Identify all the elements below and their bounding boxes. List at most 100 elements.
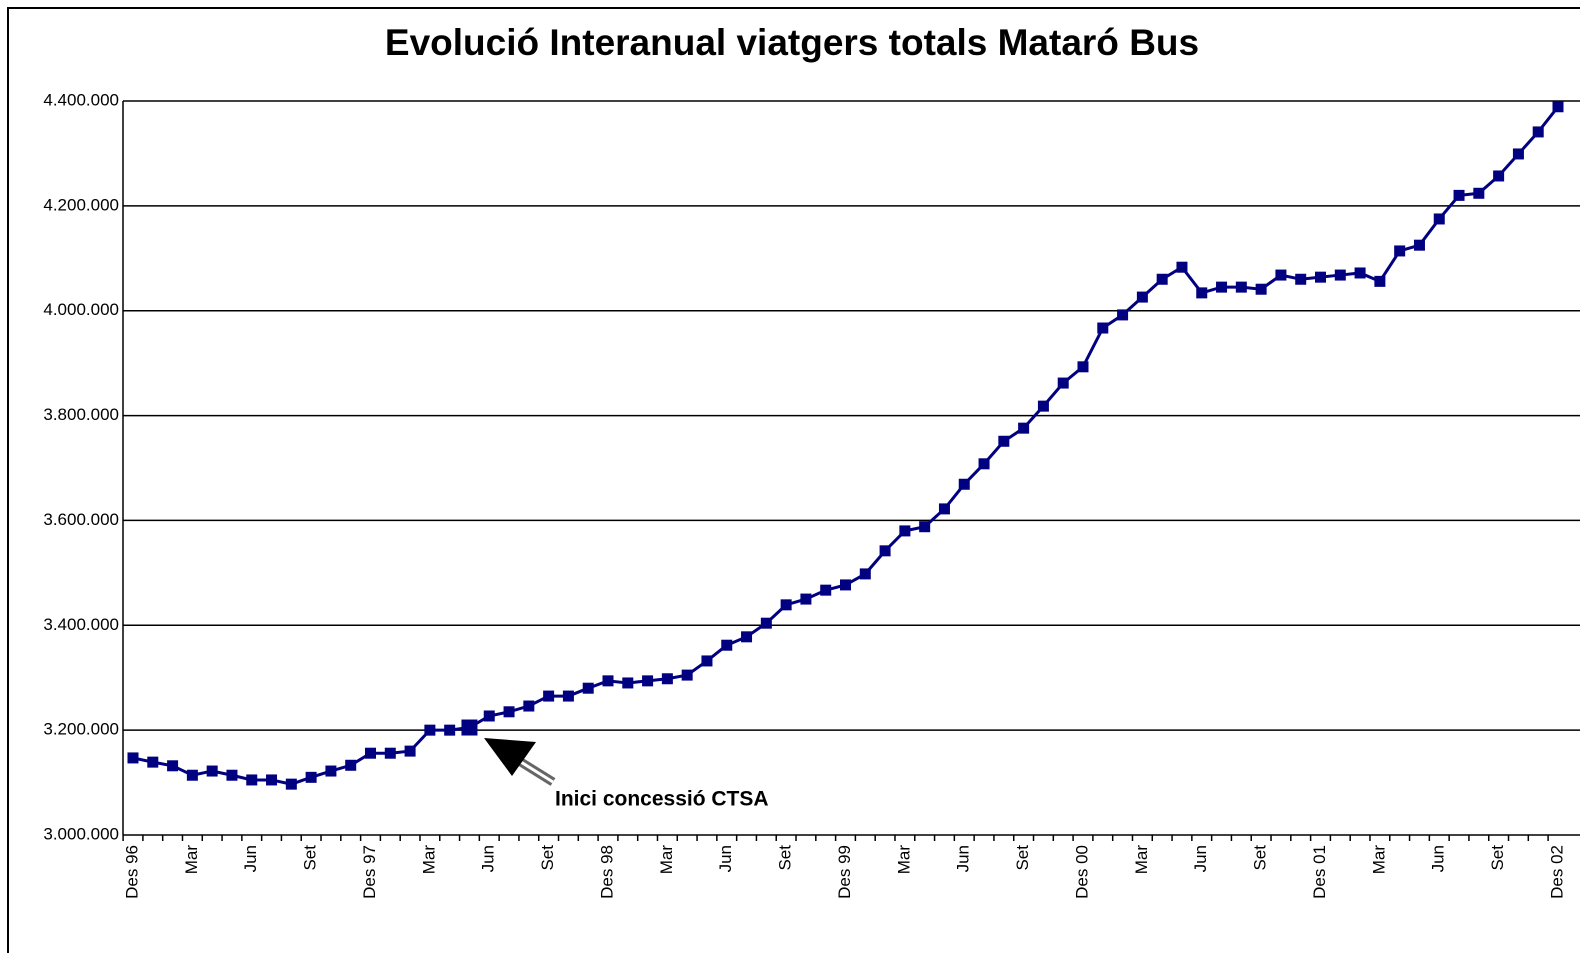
y-tick-label: 3.600.000 <box>43 510 119 529</box>
data-point <box>1374 275 1386 287</box>
x-tick-label: Set <box>776 845 795 871</box>
data-point <box>1077 361 1089 373</box>
x-tick-label: Des 97 <box>360 845 379 899</box>
data-point <box>1552 101 1564 113</box>
y-tick-label: 3.200.000 <box>43 720 119 739</box>
x-tick-label: Mar <box>1369 845 1388 875</box>
data-point <box>1473 187 1485 199</box>
data-point <box>859 568 871 580</box>
data-point <box>1315 271 1326 283</box>
data-point <box>404 745 416 757</box>
data-point <box>285 778 297 790</box>
x-tick-label: Des 01 <box>1310 845 1329 899</box>
data-point <box>1156 273 1168 285</box>
x-tick-label: Mar <box>1132 845 1151 875</box>
y-tick-label: 3.000.000 <box>43 824 119 843</box>
data-point <box>1037 400 1049 412</box>
data-point <box>1136 291 1148 303</box>
data-point <box>1453 189 1465 201</box>
data-point <box>998 435 1010 447</box>
data-point <box>1235 281 1247 293</box>
x-tick-label: Des 00 <box>1072 845 1091 899</box>
data-point <box>483 710 495 722</box>
data-point <box>602 675 614 687</box>
data-point <box>1275 269 1287 281</box>
data-point <box>899 525 911 537</box>
data-point <box>681 669 693 681</box>
x-tick-label: Mar <box>894 845 913 875</box>
y-tick-label: 4.400.000 <box>43 90 119 109</box>
data-point <box>1354 267 1366 279</box>
data-point <box>701 655 713 667</box>
data-point <box>879 545 891 557</box>
x-tick-label: Jun <box>479 845 498 872</box>
data-point <box>958 478 970 490</box>
data-point <box>582 682 594 694</box>
x-tick-label: Set <box>1488 845 1507 871</box>
data-point <box>444 724 456 736</box>
data-point <box>1295 273 1307 285</box>
x-tick-label: Jun <box>1191 845 1210 872</box>
data-point <box>1334 269 1346 281</box>
chart-frame <box>7 7 1580 953</box>
data-point <box>246 774 258 786</box>
data-point <box>1196 287 1208 299</box>
x-tick-label: Des 98 <box>597 845 616 899</box>
data-point <box>1394 245 1406 257</box>
data-point <box>266 774 278 786</box>
x-tick-label: Set <box>538 845 557 871</box>
x-tick-label: Jun <box>954 845 973 872</box>
data-point <box>1018 422 1030 434</box>
data-point <box>1532 126 1544 138</box>
data-point <box>978 458 990 470</box>
data-point <box>938 503 950 515</box>
y-tick-label: 3.400.000 <box>43 615 119 634</box>
data-point <box>760 617 772 629</box>
data-point <box>1117 309 1129 321</box>
data-point <box>820 584 832 596</box>
x-tick-label: Jun <box>241 845 260 872</box>
x-tick-label: Des 96 <box>122 845 141 899</box>
data-point <box>1097 322 1109 334</box>
annotation-arrow <box>484 738 556 786</box>
data-point <box>226 769 238 781</box>
data-point <box>780 599 792 611</box>
data-point <box>1512 148 1524 160</box>
data-point <box>543 690 555 702</box>
data-point <box>800 593 812 605</box>
data-point <box>365 747 376 759</box>
data-point <box>1493 170 1505 182</box>
data-point <box>186 769 198 781</box>
data-point <box>840 579 851 591</box>
data-point <box>642 675 654 687</box>
data-point <box>1057 377 1069 389</box>
data-point <box>305 771 317 783</box>
data-point <box>562 690 574 702</box>
x-tick-label: Jun <box>1429 845 1448 872</box>
data-point <box>1216 281 1228 293</box>
y-tick-label: 4.200.000 <box>43 195 119 214</box>
data-point <box>461 719 478 736</box>
x-tick-label: Des 99 <box>835 845 854 899</box>
data-point <box>1176 261 1188 273</box>
data-point <box>1433 213 1445 225</box>
data-point <box>523 700 535 712</box>
y-tick-label: 3.800.000 <box>43 405 119 424</box>
data-point <box>741 631 753 643</box>
x-tick-label: Set <box>1251 845 1270 871</box>
data-point <box>206 765 218 777</box>
x-tick-label: Mar <box>419 845 438 875</box>
data-point <box>503 706 515 718</box>
y-tick-label: 4.000.000 <box>43 300 119 319</box>
chart-title: Evolució Interanual viatgers totals Mata… <box>385 22 1199 63</box>
x-tick-label: Mar <box>657 845 676 875</box>
annotation: Inici concessió CTSA <box>555 788 769 811</box>
data-point <box>721 639 733 651</box>
data-point <box>167 760 179 772</box>
data-point <box>147 756 159 768</box>
data-point <box>1413 239 1425 251</box>
data-point <box>661 673 673 685</box>
x-tick-label: Mar <box>182 845 201 875</box>
data-point <box>345 759 357 771</box>
